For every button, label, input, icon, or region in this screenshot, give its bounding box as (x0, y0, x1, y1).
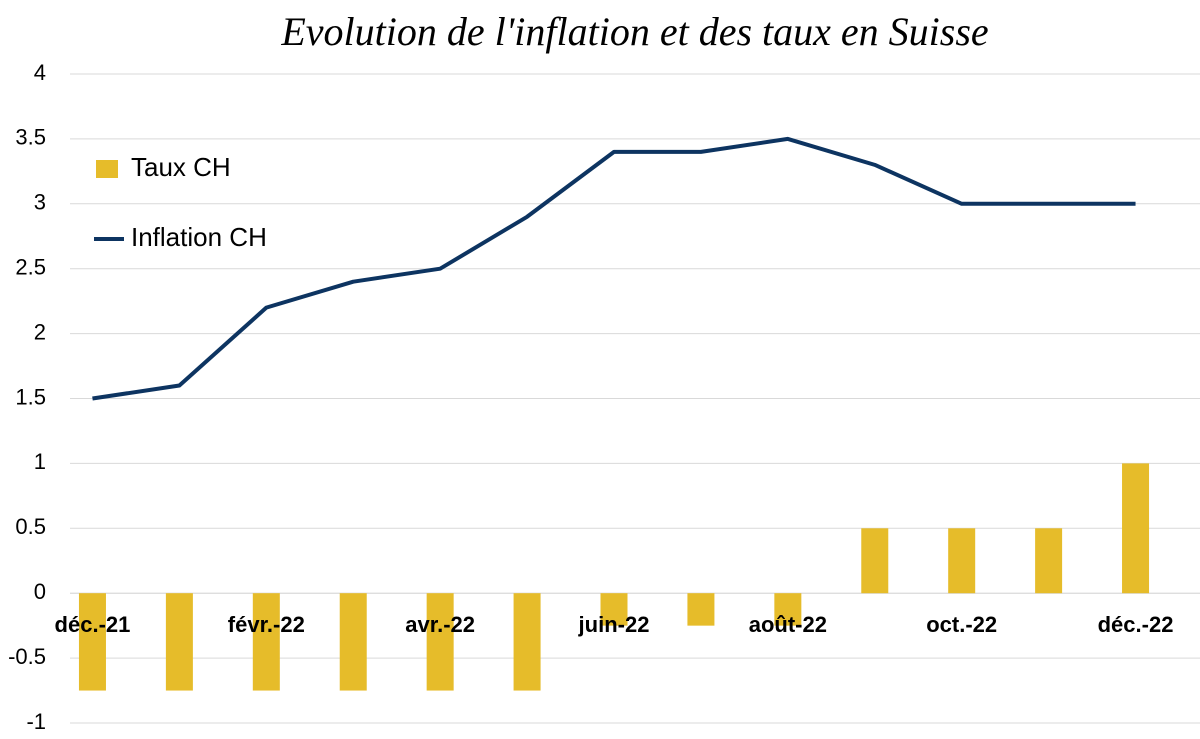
x-tick-label: août-22 (749, 612, 827, 637)
x-tick-label: févr.-22 (228, 612, 305, 637)
y-tick-label: 0 (34, 579, 46, 604)
y-tick-label: 3 (34, 190, 46, 215)
x-tick-label: avr.-22 (405, 612, 475, 637)
legend-label: Taux CH (131, 152, 231, 182)
y-tick-label: -0.5 (8, 644, 46, 669)
bar (252, 593, 280, 691)
line (92, 136, 1136, 401)
bar (774, 593, 802, 626)
y-tick-label: 1.5 (15, 384, 46, 409)
chart-title: Evolution de l'inflation et des taux en … (280, 9, 988, 54)
bar (78, 593, 106, 691)
bar (948, 528, 976, 594)
bar (165, 593, 193, 691)
bar (600, 593, 628, 626)
y-tick-label: 2 (34, 319, 46, 344)
bar (339, 593, 367, 691)
y-tick-label: 0.5 (15, 514, 46, 539)
y-tick-label: -1 (26, 709, 46, 734)
y-tick-label: 2.5 (15, 255, 46, 280)
x-tick-label: oct.-22 (926, 612, 997, 637)
y-tick-label: 1 (34, 449, 46, 474)
legend-swatch (96, 160, 118, 178)
bar (426, 593, 454, 691)
y-tick-label: 3.5 (15, 125, 46, 150)
bar (513, 593, 541, 691)
x-tick-label: juin-22 (578, 612, 650, 637)
bar (1035, 528, 1063, 594)
bar (861, 528, 889, 594)
x-tick-label: déc.-22 (1098, 612, 1174, 637)
y-tick-label: 4 (34, 60, 46, 85)
legend-label: Inflation CH (131, 222, 267, 252)
bar (1122, 463, 1150, 594)
bar (687, 593, 715, 626)
x-tick-label: déc.-21 (55, 612, 131, 637)
